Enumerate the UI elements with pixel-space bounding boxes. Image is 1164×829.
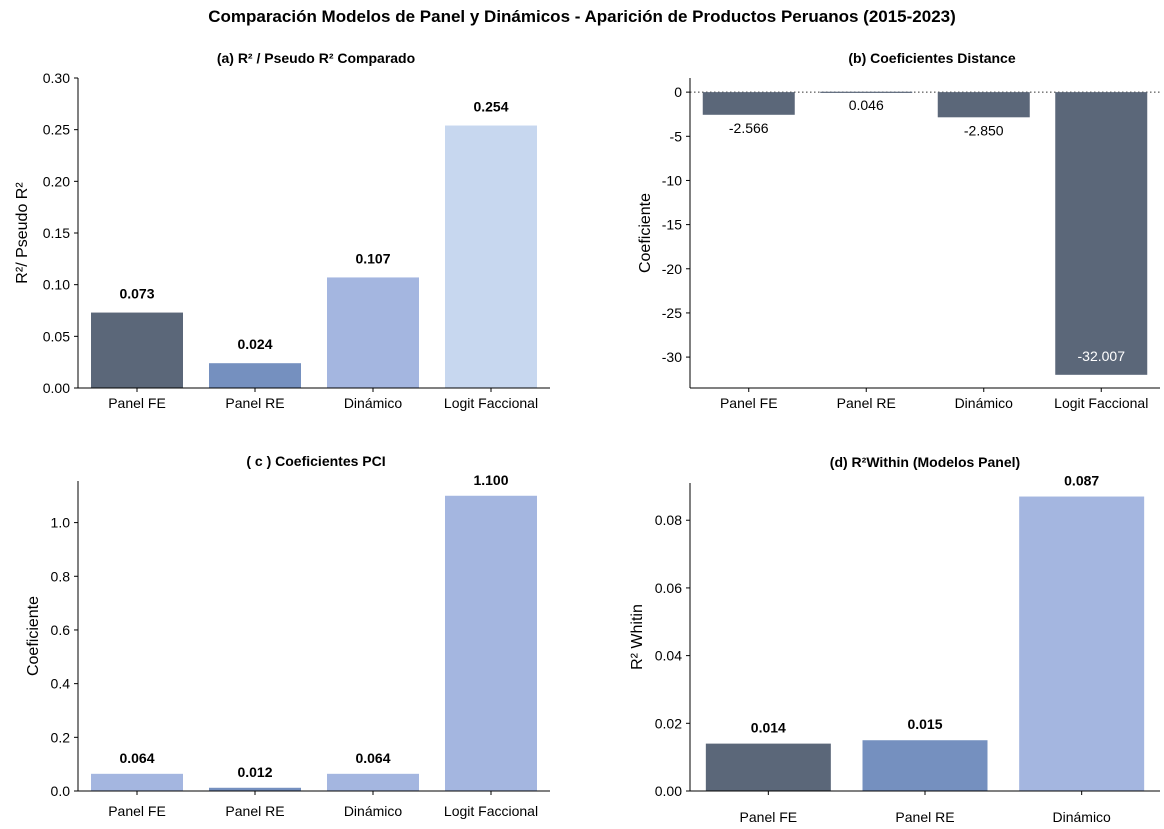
bar-2: [820, 91, 913, 93]
chart-panel-b: (b) Coeficientes Distance Coeficiente -2.5…: [637, 50, 1160, 411]
y-axis-label: R² Whitin: [629, 604, 646, 670]
x-tick-label: Dinámico: [344, 803, 403, 819]
bar-4: [1055, 92, 1148, 375]
y-tick-label: -25: [662, 305, 682, 321]
bar-value-label: 0.073: [119, 286, 154, 302]
bar-3: [327, 277, 419, 388]
y-tick-label: 0.8: [51, 568, 71, 584]
y-tick-label: 0.00: [655, 783, 682, 799]
y-tick-label: 0.25: [43, 122, 70, 138]
x-tick-label: Dinámico: [955, 395, 1014, 411]
bar-4: [445, 125, 537, 389]
chart-panel-a: (a) R² / Pseudo R² Comparado R²/ Pseudo R…: [14, 50, 550, 411]
bar-value-label: -32.007: [1078, 348, 1126, 364]
x-tick-label: Panel RE: [225, 395, 284, 411]
panel-title: (a) R² / Pseudo R² Comparado: [217, 50, 415, 66]
bar-1: [91, 312, 183, 388]
x-tick-label: Panel RE: [837, 395, 896, 411]
bar-1: [702, 92, 795, 115]
bar-3: [937, 92, 1030, 118]
y-tick-label: 0.08: [655, 512, 682, 528]
x-tick-label: Logit Faccional: [444, 395, 538, 411]
bar-3: [327, 773, 419, 791]
bar-2: [209, 787, 301, 791]
x-tick-label: Panel RE: [225, 803, 284, 819]
x-tick-label: Panel FE: [108, 395, 166, 411]
y-tick-label: 0.4: [51, 676, 71, 692]
y-axis-label: Coeficiente: [25, 596, 42, 676]
bar-value-label: 0.064: [119, 750, 154, 766]
y-tick-label: 0.0: [51, 783, 71, 799]
chart-panel-c: ( c ) Coeficientes PCI Coeficiente 0.064 Pa…: [25, 453, 550, 819]
x-tick-label: Dinámico: [1052, 809, 1111, 825]
bar-value-label: 0.024: [237, 336, 272, 352]
figure-title: Comparación Modelos de Panel y Dinámicos…: [208, 7, 956, 26]
y-tick-label: 0.00: [43, 380, 70, 396]
y-tick-label: 1.0: [51, 515, 71, 531]
y-tick-label: -20: [662, 261, 682, 277]
bar-value-label: 0.107: [355, 250, 390, 266]
x-tick-label: Panel RE: [895, 809, 954, 825]
bar-value-label: 1.100: [473, 472, 508, 488]
bar-4: [445, 495, 537, 791]
bar-2: [862, 740, 988, 791]
panel-title: (d) R²Within (Modelos Panel): [830, 454, 1020, 470]
y-tick-label: 0.10: [43, 277, 70, 293]
bar-3: [1019, 496, 1145, 791]
x-tick-label: Panel FE: [108, 803, 166, 819]
panel-title: (b) Coeficientes Distance: [848, 50, 1015, 66]
bar-value-label: 0.014: [751, 720, 786, 736]
y-tick-label: 0.6: [51, 622, 71, 638]
bar-value-label: -2.566: [729, 120, 769, 136]
y-tick-label: -15: [662, 217, 682, 233]
y-tick-label: 0.06: [655, 580, 682, 596]
x-tick-label: Dinámico: [344, 395, 403, 411]
bar-value-label: 0.012: [237, 764, 272, 780]
bar-1: [705, 743, 831, 791]
bar-value-label: 0.254: [473, 99, 508, 115]
x-tick-label: Logit Faccional: [444, 803, 538, 819]
y-tick-label: 0.15: [43, 225, 70, 241]
y-tick-label: 0.2: [51, 729, 71, 745]
y-tick-label: 0.20: [43, 173, 70, 189]
y-tick-label: 0.30: [43, 70, 70, 86]
bar-value-label: 0.064: [355, 750, 390, 766]
y-tick-label: -10: [662, 172, 682, 188]
bar-2: [209, 363, 301, 388]
x-tick-label: Panel FE: [720, 395, 778, 411]
panel-title: ( c ) Coeficientes PCI: [246, 453, 385, 469]
y-tick-label: 0.04: [655, 648, 682, 664]
y-tick-label: 0.05: [43, 328, 70, 344]
y-axis-label: R²/ Pseudo R²: [14, 182, 31, 284]
y-tick-label: -5: [670, 128, 683, 144]
bar-value-label: 0.015: [907, 716, 942, 732]
bar-value-label: 0.087: [1064, 473, 1099, 489]
y-axis-label: Coeficiente: [637, 193, 654, 273]
chart-panel-d: (d) R²Within (Modelos Panel) R² Whitin 0.0…: [629, 454, 1160, 825]
bar-1: [91, 773, 183, 791]
x-tick-label: Logit Faccional: [1054, 395, 1148, 411]
y-tick-label: 0: [674, 84, 682, 100]
bar-value-label: 0.046: [849, 97, 884, 113]
y-tick-label: -30: [662, 349, 682, 365]
x-tick-label: Panel FE: [740, 809, 798, 825]
bar-value-label: -2.850: [964, 122, 1004, 138]
y-tick-label: 0.02: [655, 715, 682, 731]
